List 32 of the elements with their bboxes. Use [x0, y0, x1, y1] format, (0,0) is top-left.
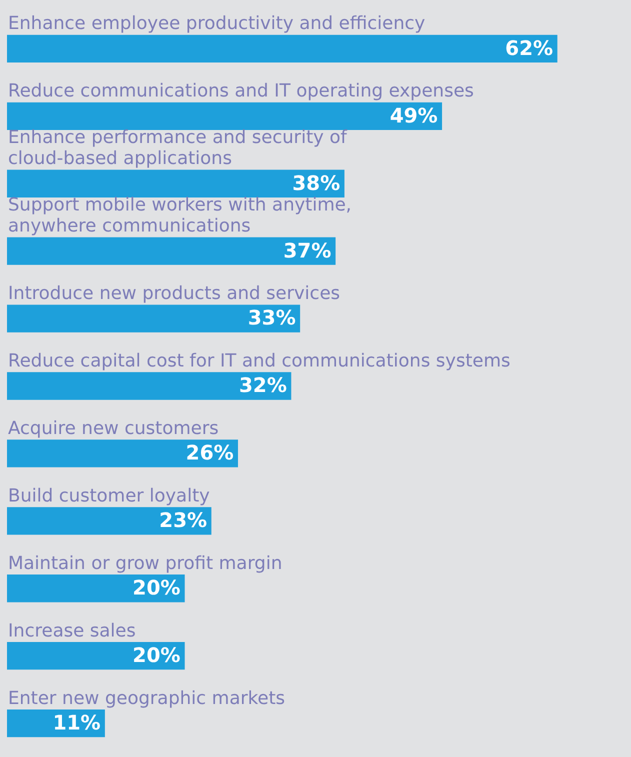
y-tick-label: Reduce communications and IT operating expenses — [8, 80, 474, 102]
bar — [7, 642, 185, 670]
y-tick-label: Build customer loyalty — [8, 485, 210, 506]
y-tick-label: Enhance performance and security of cloud-based applications — [8, 127, 348, 170]
data-label: 26% — [186, 440, 234, 465]
y-tick-label: Increase sales — [8, 620, 136, 642]
y-tick-label: Introduce new products and services — [8, 283, 340, 304]
bar — [7, 102, 442, 130]
y-tick-label: Maintain or grow profit margin — [8, 552, 282, 574]
y-tick-label: Acquire new customers — [8, 418, 219, 439]
data-label: 38% — [292, 170, 340, 195]
data-label: 33% — [248, 306, 296, 330]
y-tick-label: Support mobile workers with anytime, anywhere communications — [8, 194, 352, 237]
data-label: 20% — [132, 643, 180, 668]
y-tick-label: Enhance employee productivity and efficiency — [8, 13, 426, 34]
bar — [7, 34, 558, 63]
bar — [7, 304, 300, 332]
data-label: 37% — [283, 238, 332, 262]
data-label: 62% — [505, 36, 554, 60]
bar — [7, 237, 336, 265]
data-label: 11% — [52, 710, 101, 734]
data-label: 49% — [390, 103, 438, 128]
bar — [7, 574, 185, 602]
data-label: 23% — [159, 508, 208, 532]
y-tick-label: Enter new geographic markets — [8, 688, 286, 709]
data-label: 32% — [239, 373, 287, 398]
bar — [7, 372, 292, 400]
y-tick-label: Reduce capital cost for IT and communications systems — [8, 350, 510, 372]
bar — [7, 440, 238, 468]
bar — [7, 507, 212, 535]
data-label: 20% — [132, 576, 180, 600]
bar — [7, 170, 344, 198]
